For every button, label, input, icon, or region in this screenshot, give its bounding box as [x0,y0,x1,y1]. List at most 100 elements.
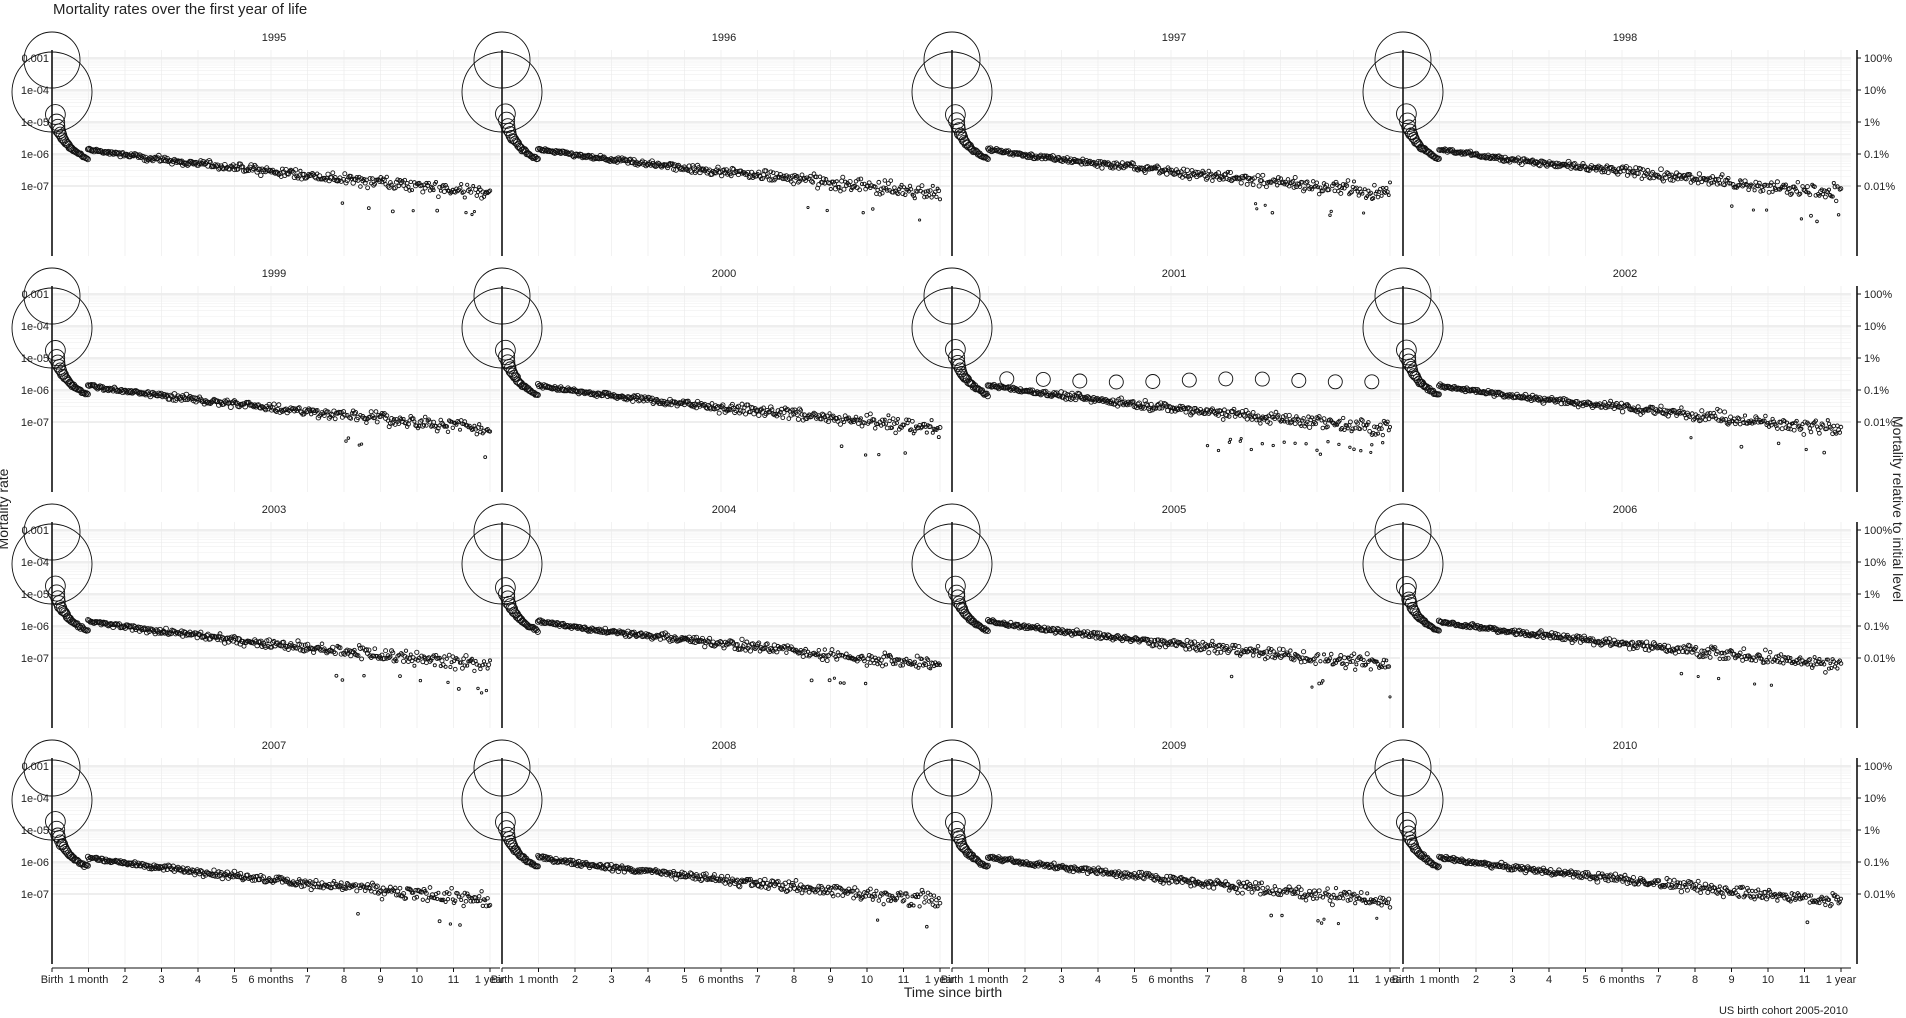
data-point [884,662,889,667]
data-point [1658,166,1664,173]
data-point [1103,161,1110,168]
data-point [1328,651,1334,657]
data-point [901,185,907,190]
data-point [1804,189,1809,195]
data-point [1263,203,1267,207]
y-tick-label: 1e-04 [21,85,49,97]
data-point [1341,415,1346,421]
data-point [156,152,162,159]
data-point [1743,181,1749,187]
y-tick-label-right: 0.01% [1864,181,1895,193]
data-point [276,402,282,408]
data-point [816,648,821,653]
data-point [820,176,827,182]
facet-panel-2001: 2001 [911,267,1400,492]
data-point [803,178,808,183]
y-tick-label-right: 100% [1864,53,1892,65]
data-point [776,175,782,180]
data-point [831,181,837,187]
data-point [332,416,338,422]
data-point [1793,186,1798,191]
data-point [893,430,898,436]
data-point [436,194,441,200]
data-point [1343,182,1348,187]
x-tick-label: 4 [645,974,651,986]
data-point [877,452,881,457]
data-point [929,195,934,200]
data-point [1362,187,1367,192]
y-tick-label: 0.001 [21,53,49,65]
data-point [1352,447,1356,451]
data-point [48,349,66,367]
data-point [462,195,467,200]
data-point [799,172,805,178]
data-point [459,898,464,902]
data-point [1741,646,1747,652]
series-points [461,267,943,457]
data-point [400,178,405,184]
data-point [1791,427,1797,433]
data-point [173,158,179,164]
data-point [1783,425,1789,430]
data-point [1184,167,1190,173]
data-point [881,185,886,191]
data-point [930,183,935,188]
data-point [920,657,924,661]
data-point [1704,177,1710,183]
data-point [474,431,480,437]
data-point [156,390,162,396]
data-point [923,31,981,89]
data-point [1828,661,1833,666]
y-tick-label: 1e-07 [21,889,49,901]
data-point [1290,179,1296,185]
data-point [1378,422,1383,428]
data-point [1772,186,1778,191]
data-point [1408,131,1420,143]
y-tick-label: 1e-06 [21,385,49,397]
data-point [761,405,766,410]
data-point [816,182,822,188]
data-point [1384,185,1389,191]
data-point [460,190,465,195]
data-point [834,179,839,184]
data-point [401,417,406,421]
panel-label: 1995 [262,32,286,44]
data-point [937,197,943,202]
y-tick-label-right: 1% [1864,353,1880,365]
data-point [358,184,363,189]
data-point [285,171,291,177]
data-point [839,178,845,184]
data-point [1328,213,1332,217]
data-point [796,179,801,185]
data-point [495,103,516,125]
data-point [1379,193,1384,198]
data-point [1260,442,1264,446]
data-point [1817,193,1822,198]
data-point [1381,441,1385,445]
data-point [1304,179,1310,185]
chart-title: Mortality rates over the first year of l… [53,1,307,18]
panel-grid [1402,50,1851,256]
data-point [448,922,453,926]
data-point [441,189,447,195]
data-point [406,184,411,190]
data-point [298,168,303,174]
data-point [1799,217,1803,221]
data-point [1705,176,1711,182]
data-point [1353,667,1358,672]
data-point [925,188,931,194]
panel-label: 2005 [1162,504,1186,516]
data-point [795,416,801,422]
data-point [1160,168,1166,174]
data-point [534,391,541,399]
y-tick-label-right: 10% [1864,321,1886,333]
data-point [1822,450,1827,455]
data-point [716,410,722,416]
data-point [894,190,900,195]
data-point [839,444,844,449]
y-tick-label: 1e-05 [21,117,49,129]
data-point [1292,175,1298,180]
data-point [1807,192,1813,198]
data-point [1372,182,1377,188]
data-point [1808,429,1814,435]
